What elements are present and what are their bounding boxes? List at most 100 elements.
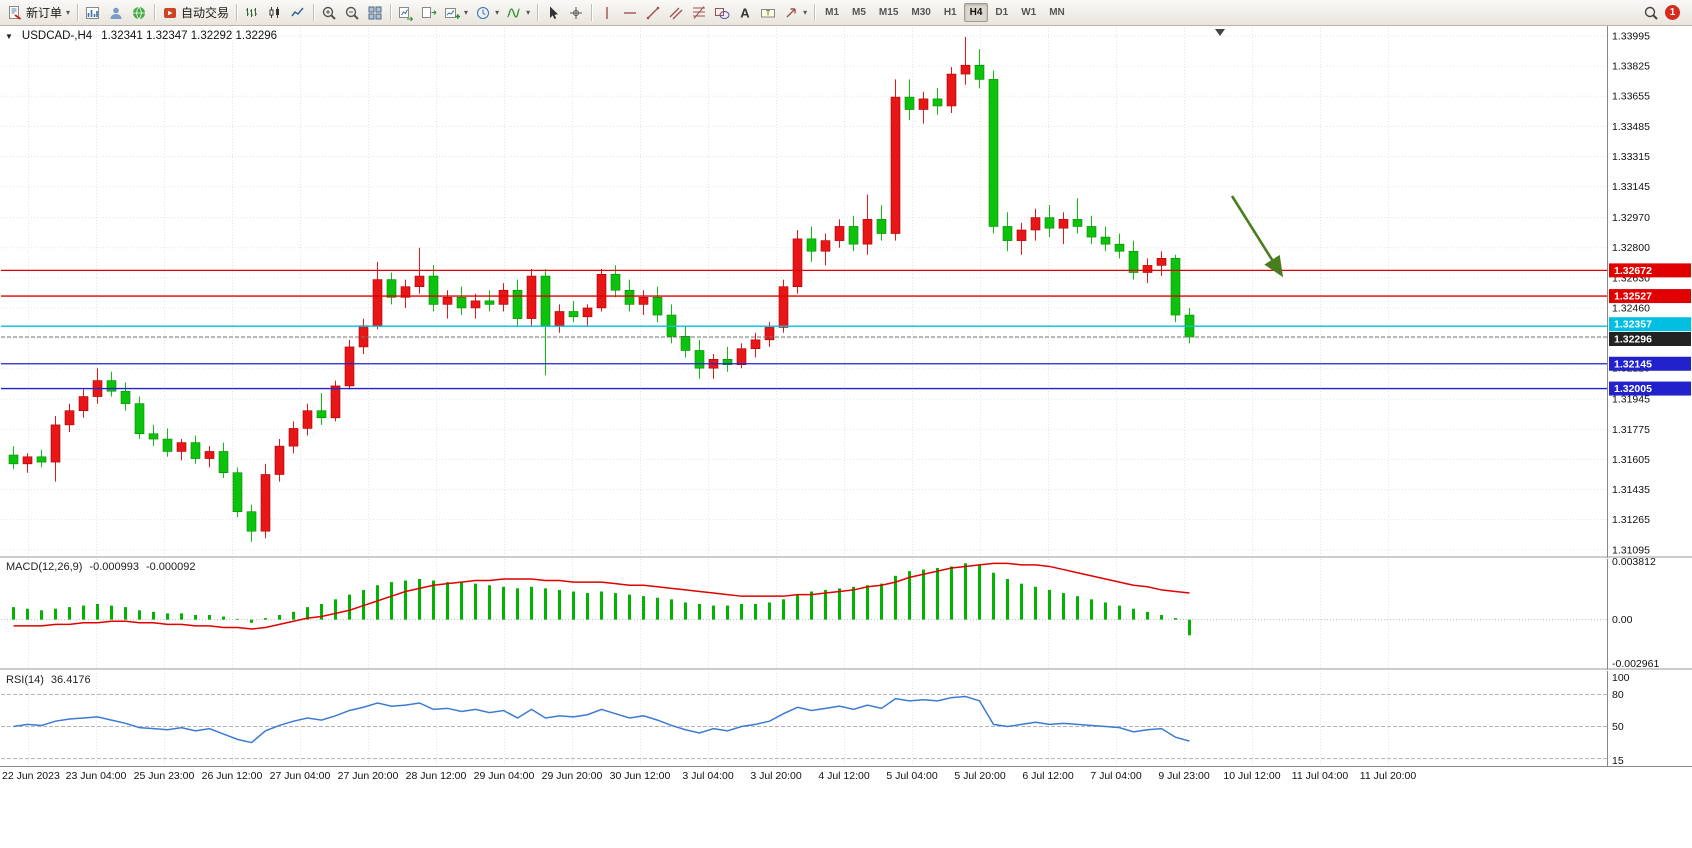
price-label-1.32672 <box>1609 263 1691 278</box>
svg-text:1.32527: 1.32527 <box>1614 291 1652 303</box>
candlestick-series[interactable] <box>8 36 1195 542</box>
macd-signal-line <box>13 562 1190 630</box>
chart-ohlc-values: 1.32341 1.32347 1.32292 1.32296 <box>101 30 278 42</box>
horizontal-line-button[interactable] <box>619 2 641 23</box>
candle <box>918 98 929 110</box>
svg-text:80: 80 <box>1612 689 1624 701</box>
candle <box>680 335 691 351</box>
dropdown-caret-icon[interactable]: ▾ <box>526 8 531 17</box>
fibonacci-button[interactable] <box>688 2 710 23</box>
price-label-1.32005 <box>1609 381 1691 396</box>
candle <box>750 339 761 349</box>
auto-scroll-icon <box>398 5 414 21</box>
vertical-line-button[interactable] <box>596 2 618 23</box>
horizontal-lines[interactable] <box>1 269 1607 390</box>
new-order-button[interactable]: 新订单 ▾ <box>4 2 73 23</box>
timeframe-m30-button[interactable]: M30 <box>911 7 931 18</box>
timeframe-m1-button[interactable]: M1 <box>825 7 840 18</box>
macd-panel[interactable]: 0.003812 0.00 -0.002961 <box>1 556 1659 670</box>
notification-badge[interactable]: 1 <box>1665 5 1680 20</box>
candle <box>134 403 145 435</box>
candle <box>344 346 355 387</box>
candle <box>414 275 425 287</box>
channel-button[interactable] <box>665 2 687 23</box>
auto-scroll-button[interactable] <box>395 2 417 23</box>
dropdown-caret-icon[interactable]: ▾ <box>66 8 71 17</box>
community-button[interactable] <box>128 2 150 23</box>
dropdown-caret-icon[interactable]: ▾ <box>495 8 500 17</box>
text-a-icon: A <box>737 5 753 21</box>
timeframe-h1-button[interactable]: H1 <box>943 7 957 18</box>
crosshair-icon <box>568 5 584 21</box>
rsi-panel[interactable]: 100 80 50 15 <box>1 672 1630 767</box>
auto-trading-button[interactable]: 自动交易 <box>159 2 232 23</box>
candle <box>1142 265 1153 273</box>
candle <box>1030 217 1041 231</box>
svg-text:10 Jul 12:00: 10 Jul 12:00 <box>1223 770 1280 782</box>
text-label-button[interactable]: T <box>757 2 779 23</box>
market-watch-button[interactable] <box>82 2 104 23</box>
trend-arrow-annotation[interactable] <box>1230 195 1284 278</box>
line-chart-button[interactable] <box>287 2 309 23</box>
cursor-button[interactable] <box>542 2 564 23</box>
chart-shift-button[interactable] <box>418 2 440 23</box>
chart-canvas[interactable]: 1.33995 1.33825 1.33655 1.33485 1.33315 1.331… <box>0 26 1692 790</box>
svg-text:5 Jul 20:00: 5 Jul 20:00 <box>954 770 1006 782</box>
community-icon <box>131 5 147 21</box>
tile-windows-button[interactable] <box>364 2 386 23</box>
price-axis[interactable]: 1.33995 1.33825 1.33655 1.33485 1.33315 1.331… <box>1607 26 1692 766</box>
candle <box>106 380 117 392</box>
candle <box>736 348 747 365</box>
candle <box>722 359 733 365</box>
timeframe-h4-button[interactable]: H4 <box>963 3 989 22</box>
timeframe-w1-button[interactable]: W1 <box>1021 7 1037 18</box>
candle <box>568 311 579 318</box>
rsi-value: 36.4176 <box>50 674 91 686</box>
candle <box>498 289 509 305</box>
collapse-chart-icon[interactable]: ▼ <box>5 31 13 41</box>
text-button[interactable]: A <box>734 2 756 23</box>
shapes-button[interactable] <box>711 2 733 23</box>
new-chart-button[interactable]: ▾ <box>441 2 471 23</box>
crosshair-button[interactable] <box>565 2 587 23</box>
candlestick-chart-button[interactable] <box>264 2 286 23</box>
timeframe-m15-button[interactable]: M15 <box>878 7 899 18</box>
candle <box>1128 250 1139 273</box>
zoom-out-icon <box>344 5 360 21</box>
panel-separators[interactable] <box>0 556 1692 671</box>
indicators-button[interactable]: ▾ <box>503 2 533 23</box>
candle <box>22 456 33 465</box>
svg-text:1.32460: 1.32460 <box>1612 302 1650 314</box>
candle <box>372 279 383 326</box>
search-button[interactable] <box>1640 2 1662 23</box>
chart-shift-marker[interactable] <box>1215 29 1225 36</box>
dropdown-caret-icon[interactable]: ▾ <box>803 8 808 17</box>
candle <box>148 433 159 440</box>
svg-text:1.32145: 1.32145 <box>1614 358 1652 370</box>
timeframe-mn-button[interactable]: MN <box>1049 7 1065 18</box>
candle <box>876 219 887 234</box>
zoom-out-button[interactable] <box>341 2 363 23</box>
periods-button[interactable]: ▾ <box>472 2 502 23</box>
toolbar-separator <box>154 4 156 21</box>
candle <box>638 297 649 305</box>
arrows-button[interactable]: ▾ <box>780 2 810 23</box>
svg-text:3 Jul 20:00: 3 Jul 20:00 <box>750 770 802 782</box>
chart-shift-icon <box>421 5 437 21</box>
profile-button[interactable] <box>105 2 127 23</box>
candle <box>162 438 173 452</box>
timeframe-d1-button[interactable]: D1 <box>995 7 1009 18</box>
time-axis[interactable]: 22 Jun 2023 23 Jun 04:00 25 Jun 23:00 26 Ju… <box>0 766 1692 783</box>
bar-chart-button[interactable] <box>241 2 263 23</box>
candle <box>36 456 47 463</box>
dropdown-caret-icon[interactable]: ▾ <box>464 8 469 17</box>
candle <box>1044 217 1055 229</box>
candle <box>120 390 131 404</box>
zoom-in-button[interactable] <box>318 2 340 23</box>
timeframe-m5-button[interactable]: M5 <box>852 7 866 18</box>
shapes-icon <box>714 5 730 21</box>
trendline-button[interactable] <box>642 2 664 23</box>
candle <box>78 396 89 412</box>
candle <box>834 226 845 241</box>
toolbar-separator <box>814 4 816 21</box>
